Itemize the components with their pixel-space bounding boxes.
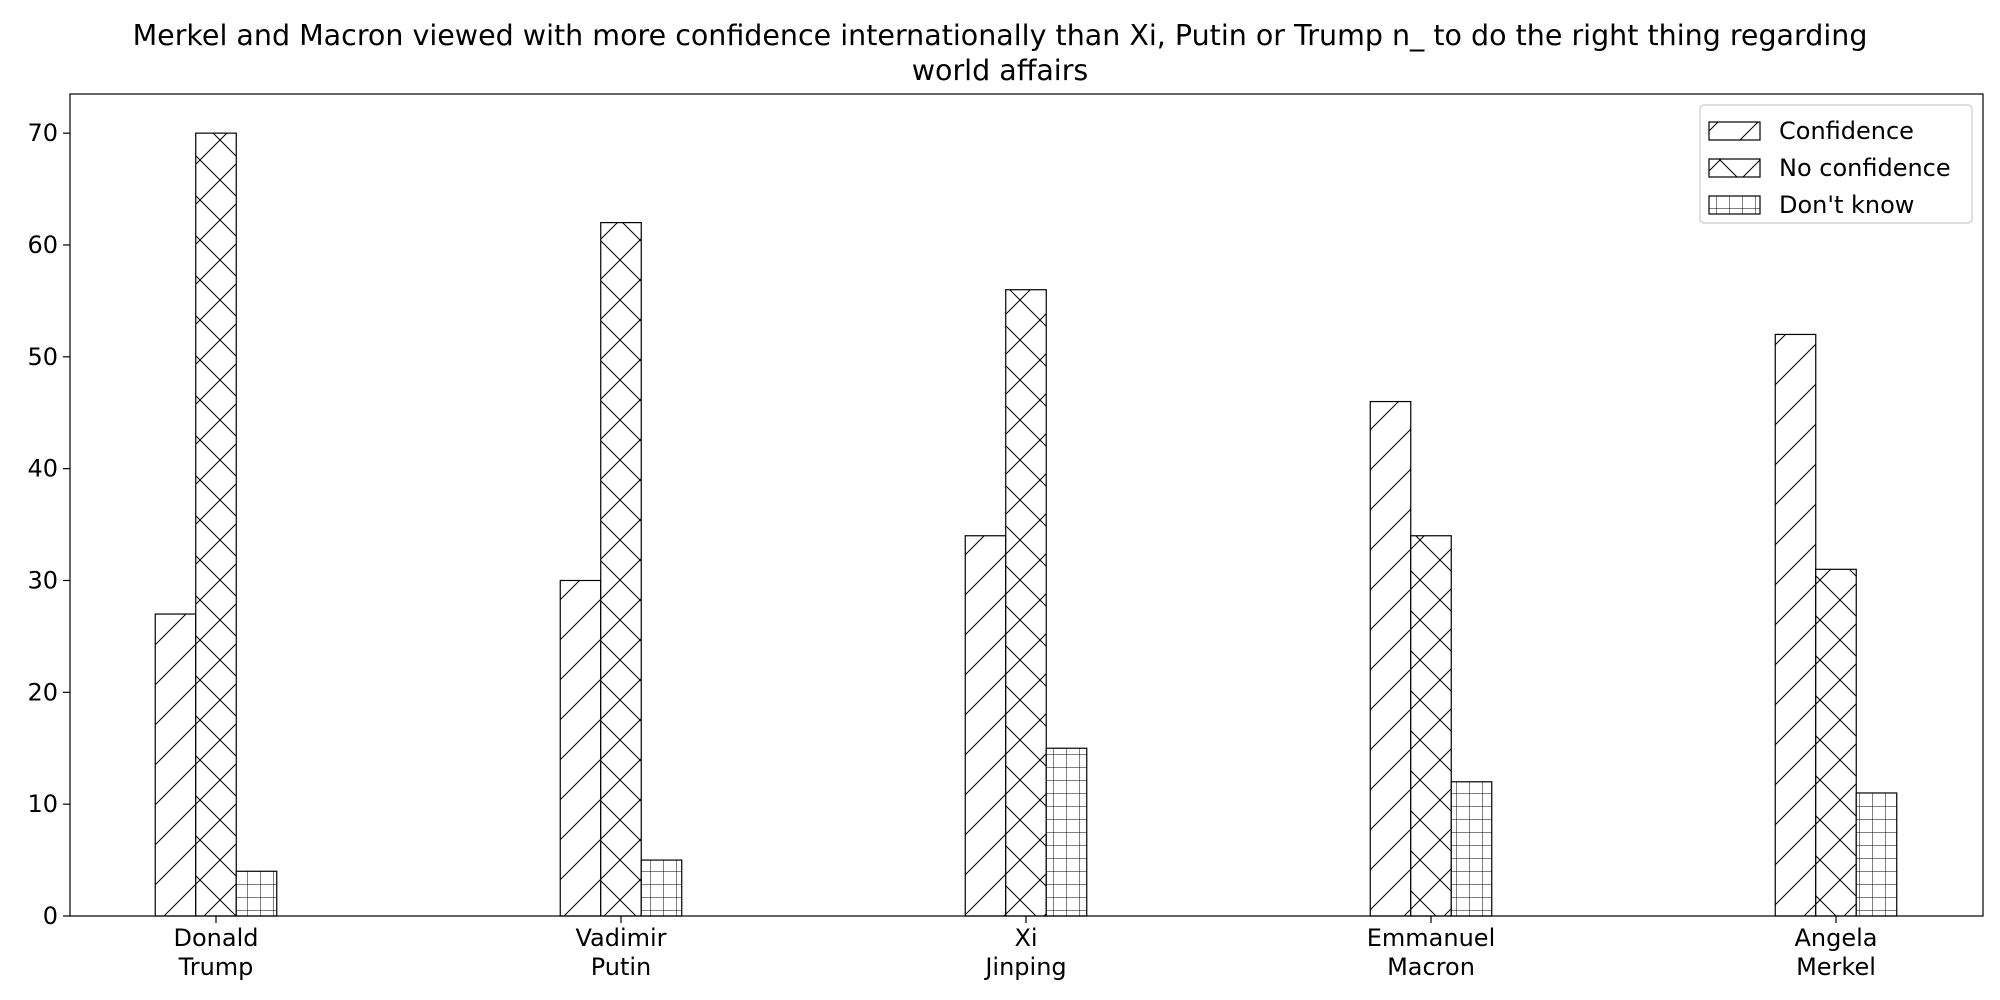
x-tick-label-line: Emmanuel [1367, 924, 1495, 952]
legend: Confidence No confidence Don't know [1699, 104, 1973, 224]
x-tick-label: Vadimir Putin [575, 924, 666, 981]
y-tick-label: 60 [27, 231, 58, 259]
legend-label: No confidence [1779, 154, 1951, 182]
bar [1369, 400, 1412, 917]
x-tick-label: Emmanuel Macron [1367, 924, 1495, 981]
y-tick-label: 30 [27, 566, 58, 594]
chart-title-line-2: world affairs [911, 54, 1089, 87]
x-tick-label-line: Putin [591, 953, 652, 981]
bar [964, 535, 1007, 917]
bar [1774, 333, 1817, 917]
x-tick-label-line: Xi [1014, 924, 1037, 952]
x-tick-label: Angela Merkel [1794, 924, 1877, 981]
y-tick-label: 20 [27, 678, 58, 706]
bar [1005, 289, 1047, 917]
legend-label: Don't know [1779, 191, 1914, 219]
bar [1410, 535, 1452, 917]
legend-box [1699, 104, 1973, 224]
bar [1815, 568, 1857, 917]
bar [1045, 747, 1088, 917]
bar [1450, 781, 1493, 917]
legend-swatch [1708, 195, 1761, 215]
bar [640, 859, 683, 917]
x-tick-label-line: Angela [1794, 924, 1877, 952]
bar [559, 579, 602, 917]
y-tick-label: 10 [27, 790, 58, 818]
plot-area: 0 10 20 30 40 50 60 70 Donald Trump Vadimir Putin Xi… [27, 93, 1984, 981]
bar [1855, 792, 1898, 917]
x-tick-label: Donald Trump [174, 924, 259, 981]
legend-label: Confidence [1779, 117, 1914, 145]
y-tick-label: 70 [27, 119, 58, 147]
x-tick-label-line: Merkel [1796, 953, 1876, 981]
y-tick-label: 0 [43, 902, 58, 930]
bar [600, 222, 642, 917]
x-tick-label-line: Vadimir [575, 924, 666, 952]
y-tick-label: 40 [27, 455, 58, 483]
bar [235, 870, 278, 917]
bar [154, 613, 197, 917]
legend-swatch [1708, 158, 1761, 178]
legend-swatch [1708, 121, 1761, 141]
chart-title-line-1: Merkel and Macron viewed with more confi… [132, 19, 1868, 52]
x-tick-label-line: Macron [1387, 953, 1475, 981]
y-tick-label: 50 [27, 343, 58, 371]
bar [195, 132, 237, 917]
x-tick-label-line: Jinping [983, 953, 1066, 981]
chart-title: Merkel and Macron viewed with more confi… [0, 18, 2000, 88]
x-tick-label: Xi Jinping [983, 924, 1066, 981]
x-tick-label-line: Trump [178, 953, 254, 981]
x-tick-label-line: Donald [174, 924, 259, 952]
